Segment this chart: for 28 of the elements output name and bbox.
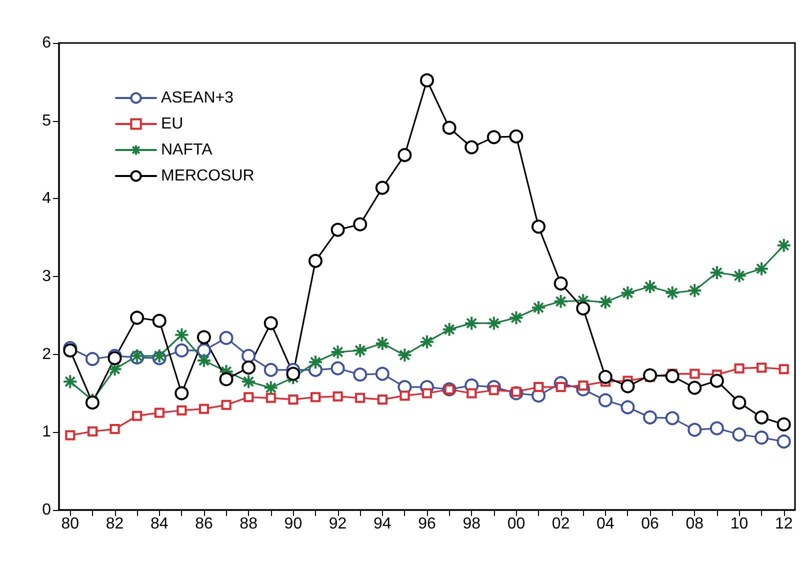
y-tick-label: 5: [42, 112, 52, 130]
y-tick-label: 1: [42, 424, 52, 441]
y-tick-label: 2: [42, 346, 52, 363]
y-tick-label: 6: [42, 34, 52, 52]
legend-label: EU: [161, 116, 184, 132]
x-tick-label: 08: [686, 516, 704, 532]
legend-label: ASEAN+3: [161, 90, 234, 106]
x-tick-label: 82: [106, 516, 124, 532]
x-tick-label: 06: [641, 516, 660, 532]
y-tick-label: 0: [42, 502, 52, 518]
x-tick-label: 98: [462, 516, 481, 532]
x-tick-label: 92: [328, 516, 347, 532]
x-tick-label: 12: [774, 516, 793, 532]
x-tick-label: 88: [240, 516, 258, 532]
x-tick-label: 02: [552, 516, 570, 532]
x-tick-label: 04: [596, 516, 614, 532]
x-tick-label: 84: [150, 516, 168, 532]
y-tick-label: 3: [42, 268, 52, 285]
x-tick-label: 94: [373, 516, 392, 532]
y-tick-label: 4: [42, 190, 52, 208]
x-tick-label: 10: [730, 516, 748, 532]
x-tick-label: 90: [284, 516, 302, 532]
x-tick-label: 96: [418, 516, 436, 532]
x-tick-label: 86: [195, 516, 213, 532]
x-tick-label: 00: [507, 516, 526, 532]
legend-label: NAFTA: [161, 142, 213, 158]
x-tick-label: 80: [61, 516, 80, 532]
legend-label: MERCOSUR: [161, 168, 254, 184]
